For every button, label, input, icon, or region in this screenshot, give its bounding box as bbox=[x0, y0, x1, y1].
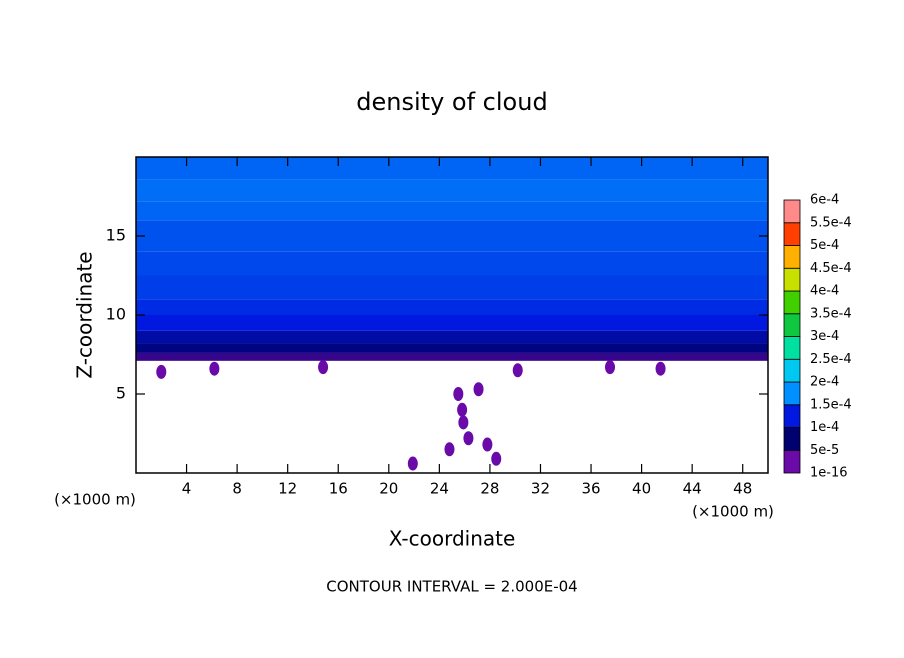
contour-band bbox=[136, 179, 768, 202]
contour-band bbox=[136, 315, 768, 331]
x-tick-label: 32 bbox=[531, 480, 550, 498]
footer: CONTOUR INTERVAL = 2.000E-04 bbox=[326, 578, 577, 596]
colorbar-swatch bbox=[783, 427, 801, 451]
colorbar-swatch bbox=[783, 222, 801, 246]
cloud-patch bbox=[407, 456, 418, 471]
x-axis-label: X-coordinate bbox=[389, 527, 516, 551]
x-tick-label: 44 bbox=[683, 480, 702, 498]
colorbar-swatch bbox=[783, 336, 801, 360]
cloud-patch bbox=[463, 431, 474, 446]
cloud-patch bbox=[453, 387, 464, 401]
colorbar-label: 2.5e-4 bbox=[810, 352, 852, 367]
x-tick-label: 24 bbox=[430, 480, 449, 498]
cloud-patch bbox=[458, 415, 469, 430]
contour-band bbox=[136, 157, 768, 180]
colorbar-swatch bbox=[783, 404, 801, 428]
y-tick-label: 15 bbox=[106, 226, 126, 245]
cloud-patch bbox=[491, 451, 502, 466]
x-tick-label: 12 bbox=[278, 480, 297, 498]
cloud-patch bbox=[156, 364, 167, 379]
colorbar-label: 4e-4 bbox=[810, 284, 839, 299]
contour-band bbox=[136, 299, 768, 315]
contour-band bbox=[136, 352, 768, 361]
cloud-patch bbox=[457, 402, 468, 417]
y-axis-label: Z-coordinate bbox=[73, 251, 97, 378]
cloud-patch bbox=[512, 363, 523, 378]
colorbar-label: 2e-4 bbox=[810, 375, 839, 390]
x-tick-label: 36 bbox=[581, 480, 600, 498]
colorbar-label: 1e-4 bbox=[810, 420, 839, 435]
colorbar-swatch bbox=[783, 449, 801, 474]
cloud-patch bbox=[482, 437, 493, 452]
y-unit: (×1000 m) bbox=[54, 491, 136, 509]
colorbar-swatch bbox=[783, 290, 801, 315]
cloud-patch bbox=[318, 360, 329, 375]
colorbar-swatch bbox=[783, 199, 801, 224]
contour-band bbox=[136, 201, 768, 221]
colorbar-label: 1.5e-4 bbox=[810, 397, 852, 412]
cloud-patch bbox=[209, 361, 220, 376]
contour-band bbox=[136, 343, 768, 353]
cloud-patch bbox=[473, 382, 484, 397]
x-tick-label: 16 bbox=[329, 480, 348, 498]
x-tick-label: 8 bbox=[232, 480, 242, 498]
colorbar-label: 5.5e-4 bbox=[810, 215, 852, 230]
x-tick-label: 20 bbox=[379, 480, 398, 498]
x-tick-label: 40 bbox=[632, 480, 651, 498]
colorbar-label: 5e-4 bbox=[810, 238, 839, 253]
contour-band bbox=[136, 251, 768, 276]
colorbar-label: 3e-4 bbox=[810, 329, 839, 344]
x-tick-label: 48 bbox=[733, 480, 752, 498]
cloud-patch bbox=[655, 361, 666, 376]
colorbar-swatch bbox=[783, 313, 801, 337]
x-tick-label: 28 bbox=[480, 480, 499, 498]
contour-band bbox=[136, 330, 768, 344]
colorbar-swatch bbox=[783, 267, 801, 292]
x-tick-label: 4 bbox=[182, 480, 192, 498]
colorbar-label: 4.5e-4 bbox=[810, 261, 852, 276]
colorbar-swatch bbox=[783, 381, 801, 406]
chart-title: density of cloud bbox=[356, 88, 547, 116]
contour-band bbox=[136, 275, 768, 300]
contour-band bbox=[136, 220, 768, 252]
colorbar-swatch bbox=[783, 358, 801, 383]
colorbar-swatch bbox=[783, 245, 801, 269]
y-tick-label: 10 bbox=[106, 305, 126, 324]
colorbar-label: 6e-4 bbox=[810, 193, 839, 208]
x-unit: (×1000 m) bbox=[692, 503, 774, 521]
colorbar-label: 3.5e-4 bbox=[810, 306, 852, 321]
colorbar-label: 1e-16 bbox=[810, 466, 848, 481]
colorbar-label: 5e-5 bbox=[810, 443, 839, 458]
y-tick-label: 5 bbox=[116, 384, 126, 403]
cloud-patch bbox=[605, 360, 615, 375]
cloud-patch bbox=[444, 442, 455, 457]
